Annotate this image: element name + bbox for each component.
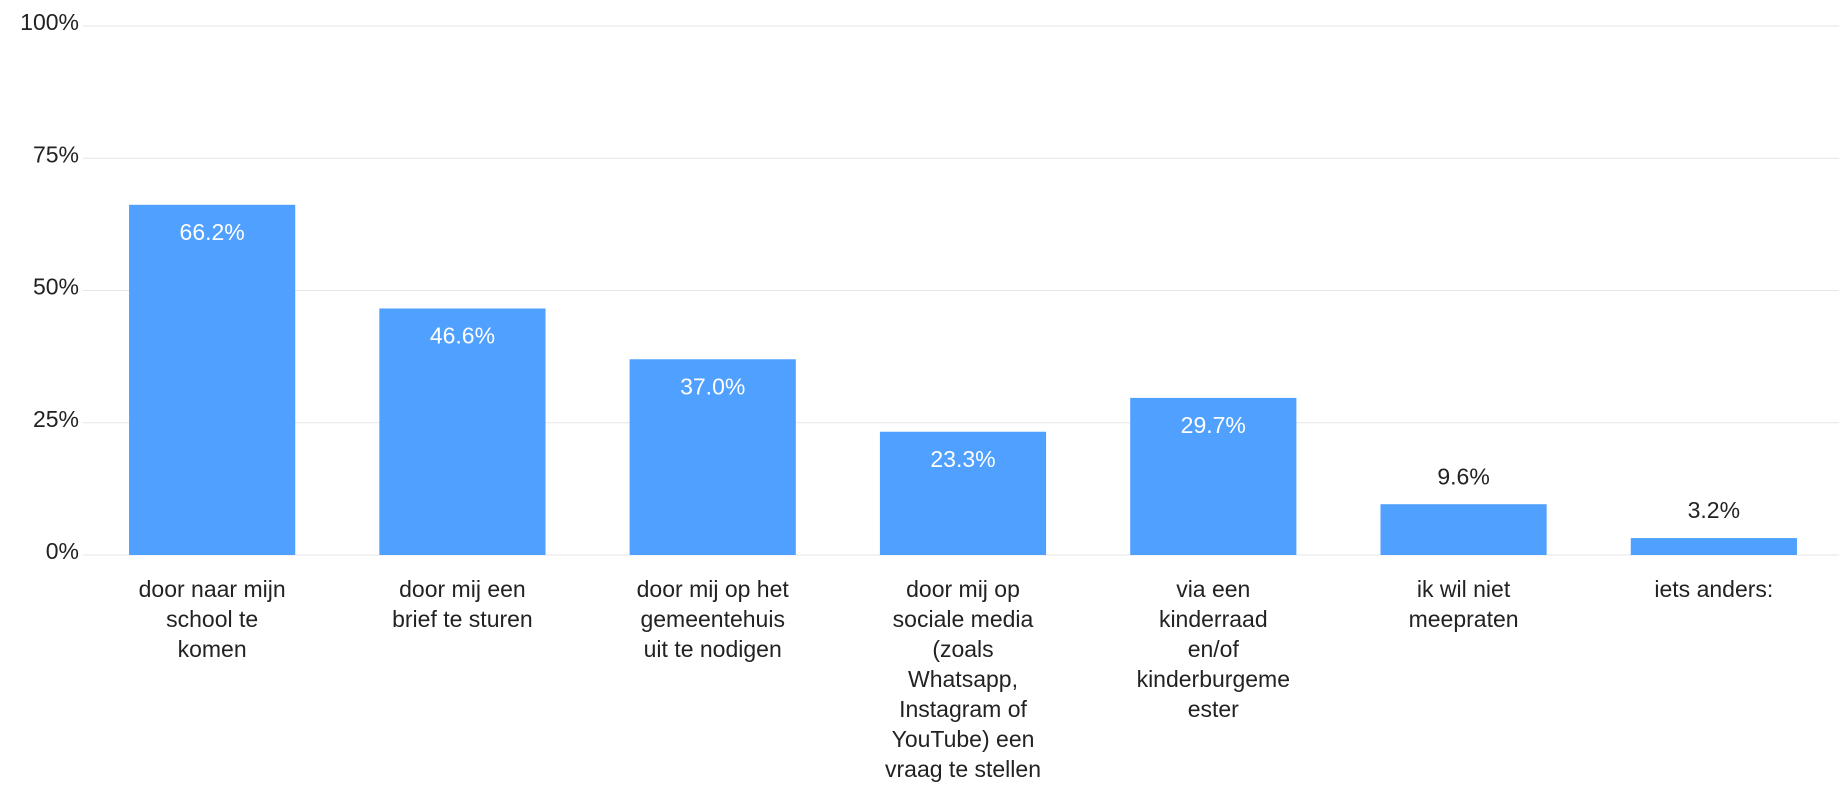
x-tick-label: brief te sturen <box>392 606 533 632</box>
x-tick-label: door naar mijn <box>139 576 286 602</box>
bar <box>1630 538 1797 555</box>
bar <box>129 204 296 555</box>
value-label: 66.2% <box>180 219 245 245</box>
x-tick-label: Instagram of <box>899 696 1027 722</box>
x-tick-label: vraag te stellen <box>885 756 1041 782</box>
value-label: 29.7% <box>1181 412 1246 438</box>
x-tick-label: Whatsapp, <box>908 666 1018 692</box>
bar <box>1130 397 1297 555</box>
y-tick-label: 75% <box>33 141 79 167</box>
y-tick-label: 0% <box>46 538 79 564</box>
value-label: 46.6% <box>430 323 495 349</box>
bar <box>379 308 546 555</box>
x-tick-label: (zoals <box>932 636 993 662</box>
y-tick-label: 100% <box>20 9 79 35</box>
bar <box>1380 504 1547 555</box>
x-tick-label: uit te nodigen <box>644 636 782 662</box>
x-tick-label: komen <box>178 636 247 662</box>
x-tick-label: YouTube) een <box>892 726 1035 752</box>
bar <box>879 431 1047 555</box>
x-tick-label: ester <box>1188 696 1239 722</box>
x-tick-label: kinderburgeme <box>1137 666 1290 692</box>
value-label: 23.3% <box>930 446 995 472</box>
y-tick-label: 50% <box>33 274 79 300</box>
x-tick-label: school te <box>166 606 258 632</box>
x-tick-label: meepraten <box>1409 606 1519 632</box>
x-tick-label: door mij een <box>399 576 526 602</box>
x-tick-label: via een <box>1176 576 1250 602</box>
x-tick-label: en/of <box>1188 636 1240 662</box>
bar <box>629 359 796 555</box>
x-tick-label: sociale media <box>893 606 1034 632</box>
x-tick-label: iets anders: <box>1654 576 1773 602</box>
value-label: 9.6% <box>1437 463 1489 489</box>
value-label: 37.0% <box>680 373 745 399</box>
x-tick-label: gemeentehuis <box>640 606 785 632</box>
x-tick-label: door mij op <box>906 576 1020 602</box>
x-tick-label: kinderraad <box>1159 606 1268 632</box>
x-tick-label: ik wil niet <box>1417 576 1511 602</box>
x-tick-label: door mij op het <box>637 576 790 602</box>
y-tick-label: 25% <box>33 406 79 432</box>
value-label: 3.2% <box>1688 497 1740 523</box>
